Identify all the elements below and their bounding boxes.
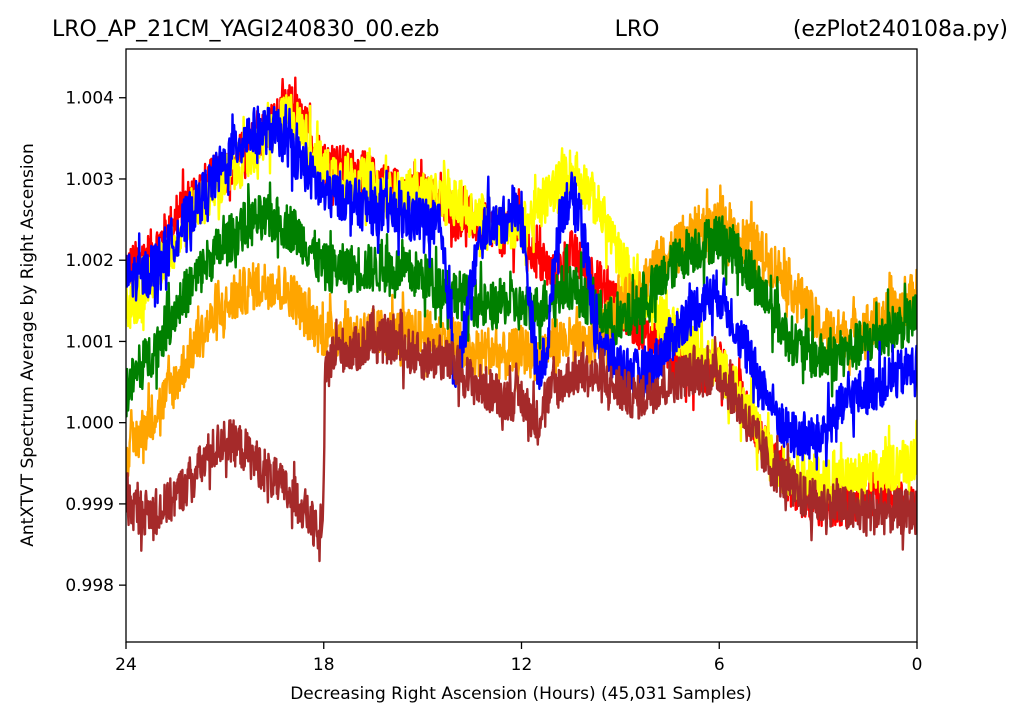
y-tick-label: 1.001 [65, 332, 114, 352]
chart-title-right: (ezPlot240108a.py) [793, 17, 1008, 42]
y-axis-label: AntXTVT Spectrum Average by Right Ascens… [18, 143, 38, 546]
x-axis-label: Decreasing Right Ascension (Hours) (45,0… [290, 684, 752, 704]
y-tick-label: 1.002 [65, 251, 114, 271]
y-tick-label: 1.003 [65, 170, 114, 190]
x-tick-label: 0 [912, 655, 923, 675]
x-tick-label: 18 [313, 655, 335, 675]
y-tick-label: 0.998 [65, 576, 114, 596]
x-axis: 24 18 12 6 0 [115, 642, 922, 675]
series-line-4 [126, 103, 917, 471]
chart-title-center: LRO [615, 17, 660, 42]
y-axis: 0.998 0.999 1.000 1.001 1.002 1.003 1.004 [65, 89, 126, 596]
series-line-3 [126, 181, 917, 418]
series-group [126, 76, 917, 563]
y-tick-label: 0.999 [65, 495, 114, 515]
x-tick-label: 24 [115, 655, 137, 675]
chart-title-left: LRO_AP_21CM_YAGI240830_00.ezb [52, 17, 439, 42]
x-tick-label: 12 [511, 655, 533, 675]
y-tick-label: 1.004 [65, 89, 114, 109]
series-line-5 [126, 305, 917, 563]
series-line-2 [126, 184, 917, 479]
y-tick-label: 1.000 [65, 414, 114, 434]
x-tick-label: 6 [714, 655, 725, 675]
